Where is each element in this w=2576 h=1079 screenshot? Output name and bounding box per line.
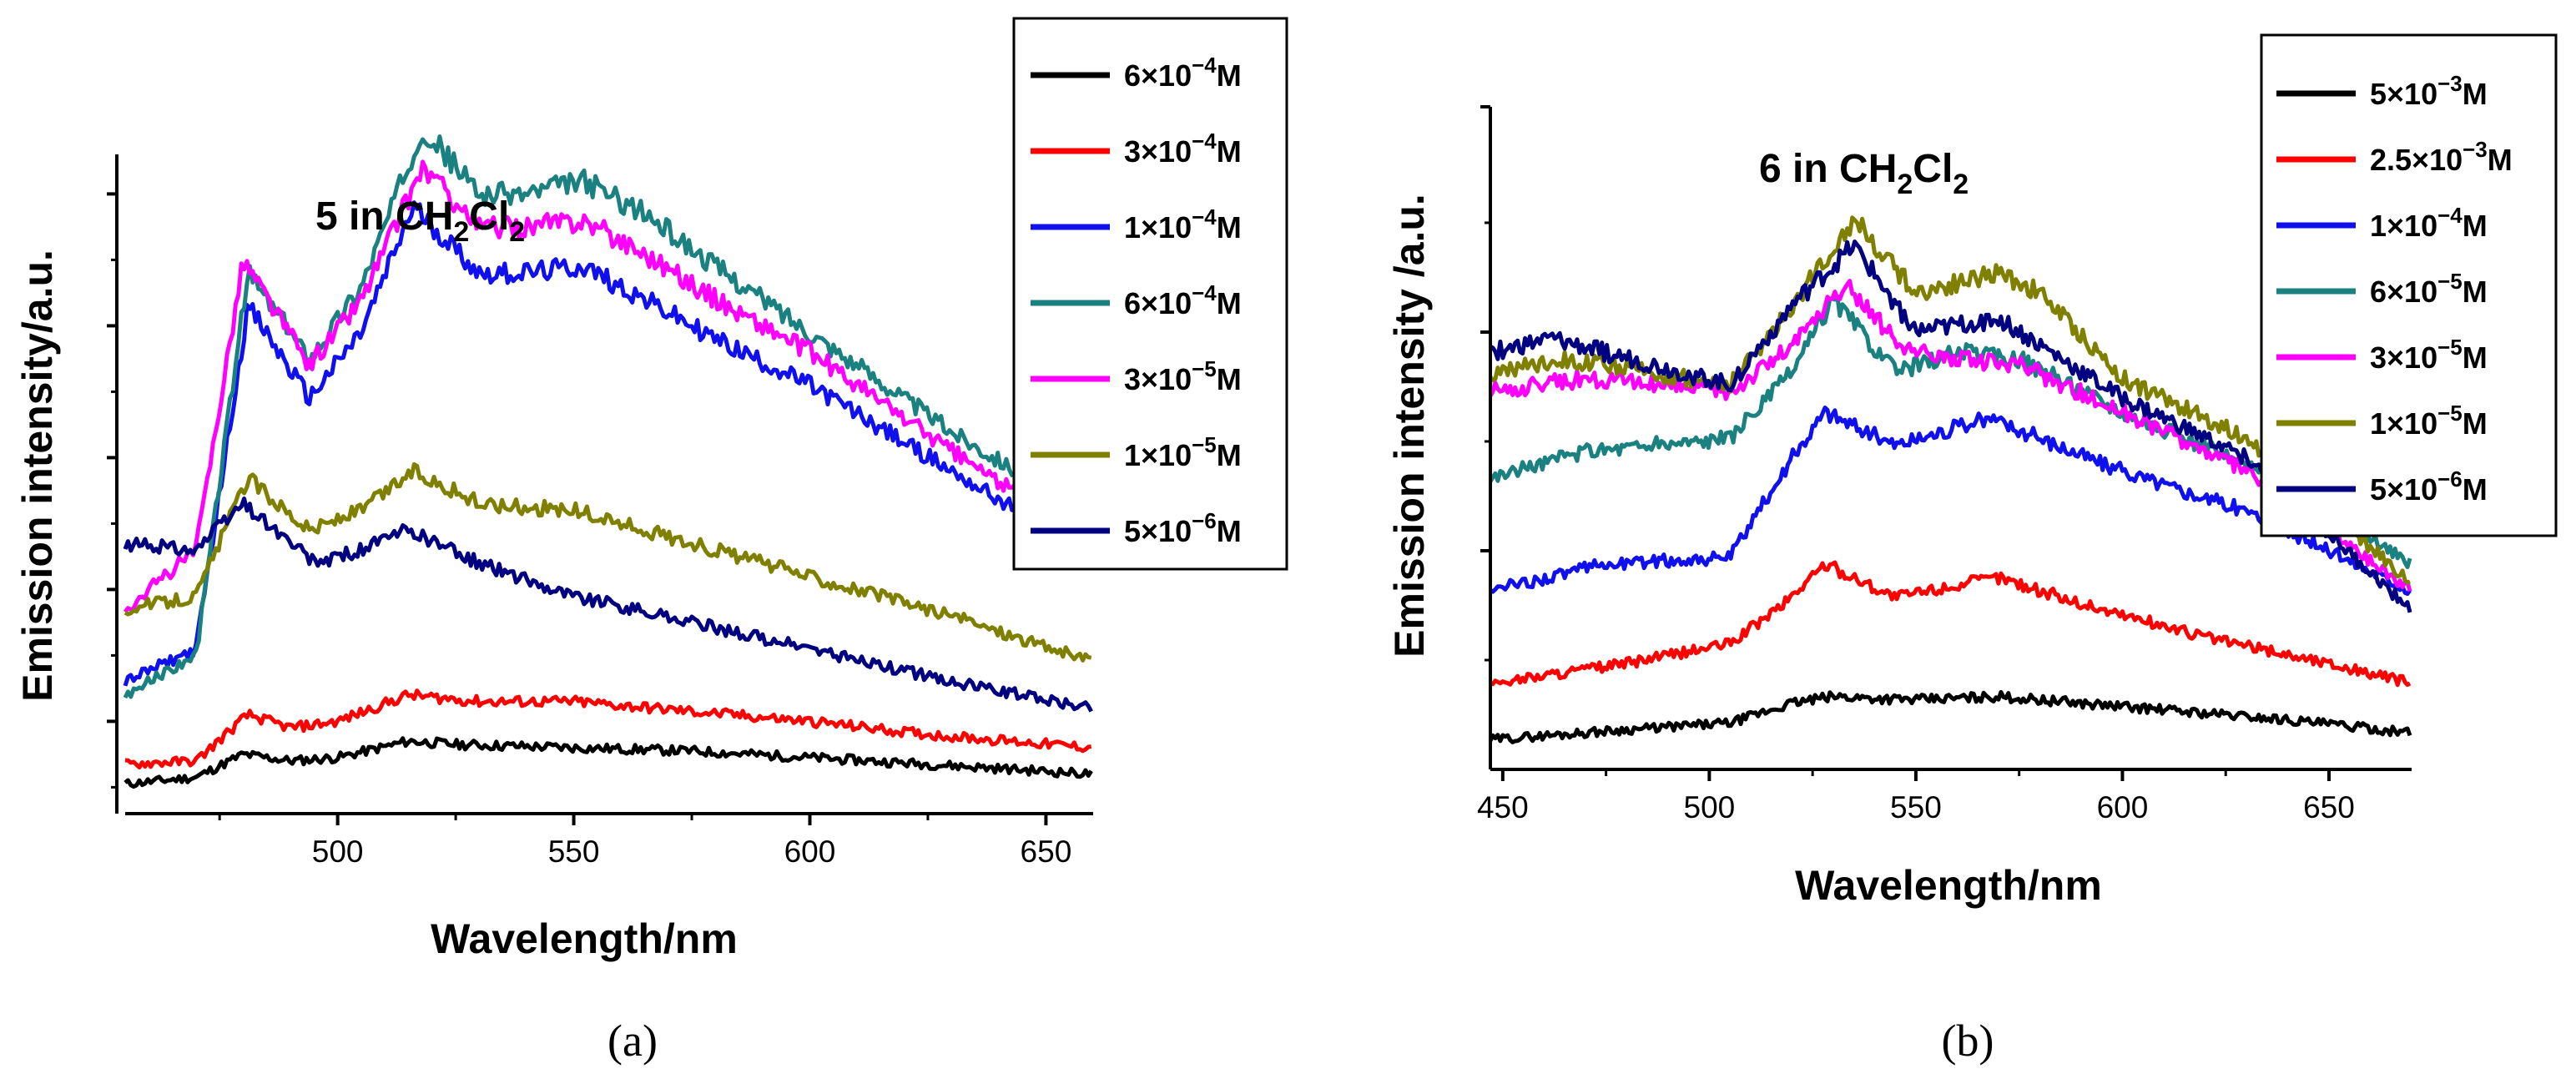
chart-a-x-tick-label: 600 [784, 834, 836, 869]
chart-b-series-line-7 [1489, 239, 2412, 613]
chart-b-legend-label-7: 5×10−6M [2370, 466, 2488, 507]
chart-a-legend-label-2: 3×10−4M [1124, 129, 1242, 169]
chart-b-legend-label-4: 6×10−5M [2370, 269, 2488, 309]
chart-a-axes: 500 550 600 650 [107, 154, 1093, 869]
chart-a-x-ticks: 500 550 600 650 [218, 814, 1072, 869]
chart-b-legend-label-2: 2.5×10−3M [2370, 137, 2513, 177]
chart-b-series-line-3 [1489, 406, 2412, 597]
chart-b-legend-label-5: 3×10−5M [2370, 335, 2488, 375]
chart-b-x-ticks: 450 500 550 600 650 [1477, 769, 2355, 824]
chart-a-x-tick-label: 650 [1021, 834, 1072, 869]
chart-a-series-line-2 [124, 688, 1091, 770]
chart-b-legend-label-1: 5×10−3M [2370, 71, 2488, 111]
chart-b-axes: 450 500 550 600 650 [1477, 105, 2412, 824]
chart-a: 500 550 600 650 5 in CH2Cl2 Wavelength/nm E… [14, 17, 1288, 1066]
chart-b-legend-label-6: 1×10−5M [2370, 401, 2488, 441]
chart-a-legend-label-7: 5×10−6M [1124, 508, 1242, 548]
chart-b-legend-label-3: 1×10−4M [2370, 203, 2488, 243]
chart-a-legend-label-5: 3×10−5M [1124, 356, 1242, 396]
chart-a-legend-label-6: 1×10−5M [1124, 432, 1242, 472]
chart-a-series-line-7 [123, 497, 1093, 713]
caption-b: (b) [1942, 1016, 1994, 1066]
chart-a-legend-label-1: 6×10−4M [1124, 53, 1242, 93]
chart-b-legend-box [2260, 33, 2558, 537]
chart-b-y-ticks [1480, 105, 1490, 662]
chart-b-x-tick-label: 600 [2097, 790, 2149, 824]
chart-b-x-tick-label: 450 [1477, 790, 1529, 824]
chart-a-x-tick-label: 550 [548, 834, 600, 869]
chart-b-series-line-2 [1490, 560, 2412, 688]
chart-a-y-ticks [107, 192, 117, 789]
chart-a-series-line-1 [124, 736, 1093, 789]
chart-a-legend: 6×10−4M 3×10−4M 1×10−4M 6×10−4M 3×10−5M 1×10−… [1012, 17, 1288, 571]
chart-b: 450 500 550 600 650 6 in CH2Cl2 Wavelength/n… [1386, 33, 2558, 1066]
chart-a-legend-label-4: 6×10−4M [1124, 280, 1242, 320]
chart-a-series-line-4 [123, 134, 1092, 699]
chart-a-series-line-5 [123, 159, 1094, 613]
chart-b-series-line-1 [1488, 689, 2412, 744]
chart-b-x-axis-label: Wavelength/nm [1795, 862, 2102, 909]
chart-b-series-line-4 [1488, 294, 2412, 569]
chart-b-lines [1488, 215, 2412, 744]
chart-a-series-line-3 [123, 200, 1094, 687]
caption-a: (a) [607, 1016, 658, 1066]
chart-b-legend: 5×10−3M 2.5×10−3M 1×10−4M 6×10−5M 3×10−5M 1×1… [2260, 33, 2558, 537]
chart-a-x-axis-label: Wavelength/nm [431, 915, 738, 962]
chart-a-series-line-6 [124, 461, 1092, 663]
chart-b-x-tick-label: 550 [1890, 790, 1942, 824]
chart-a-legend-label-3: 1×10−4M [1124, 204, 1242, 245]
chart-b-x-tick-label: 650 [2303, 790, 2355, 824]
chart-b-y-axis-label: Emission intensity /a.u. [1386, 194, 1433, 658]
chart-a-lines [123, 134, 1094, 789]
chart-a-y-axis-label: Emission intensity/a.u. [14, 250, 61, 702]
chart-a-legend-box [1012, 17, 1288, 571]
chart-b-x-tick-label: 500 [1684, 790, 1736, 824]
chart-b-series-line-5 [1488, 279, 2412, 592]
chart-a-title: 5 in CH2Cl2 [315, 194, 525, 248]
chart-b-title: 6 in CH2Cl2 [1759, 147, 1969, 200]
chart-a-x-tick-label: 500 [312, 834, 364, 869]
